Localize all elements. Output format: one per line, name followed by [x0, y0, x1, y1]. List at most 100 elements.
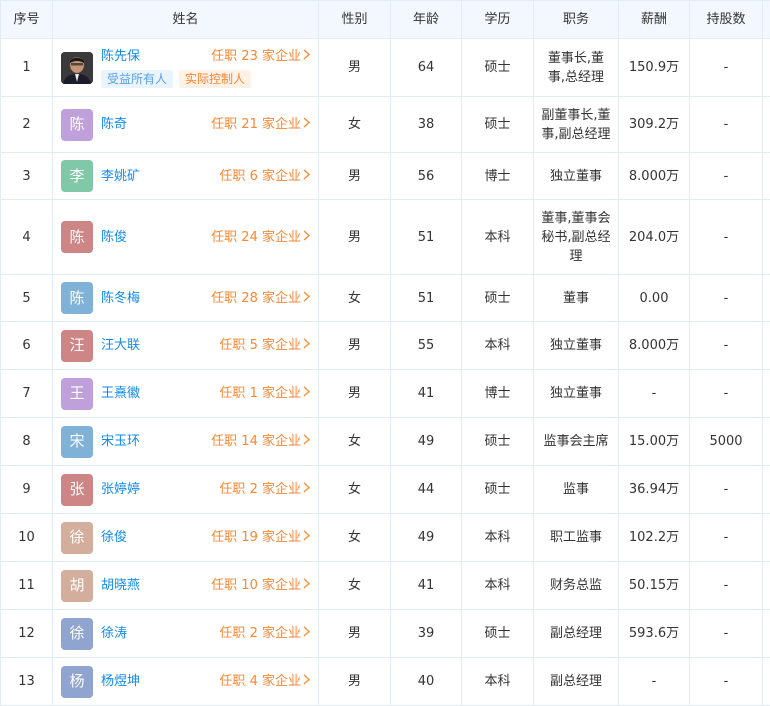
person-name-link[interactable]: 汪大联	[101, 336, 140, 355]
person-name-link[interactable]: 陈先保	[101, 47, 140, 66]
avatar[interactable]: 汪	[61, 330, 93, 362]
avatar[interactable]: 陈	[61, 109, 93, 141]
avatar[interactable]: 杨	[61, 666, 93, 698]
avatar[interactable]: 王	[61, 378, 93, 410]
cell-gender: 女	[319, 514, 391, 562]
jobs-count: 4	[250, 674, 258, 689]
positions-link[interactable]: 任职 1 家企业	[219, 384, 310, 403]
table-row: 13 杨 杨煜坤 任职 4 家企业 男 40 本科 副总经理 - -	[1, 658, 770, 706]
cell-shares: -	[690, 562, 763, 610]
person-name-link[interactable]: 王熹徽	[101, 384, 140, 403]
cell-no: 1	[1, 39, 53, 97]
table-row: 1 陈先保 任职 23 家企业 受益所有人实际控制人 男 64 硕士 董事长,董…	[1, 39, 770, 97]
positions-link[interactable]: 任职 14 家企业	[211, 432, 310, 451]
cell-education: 本科	[462, 322, 534, 370]
jobs-suffix: 家企业	[262, 482, 301, 497]
avatar[interactable]: 李	[61, 160, 93, 192]
header-age: 年龄	[391, 1, 462, 39]
table-row: 12 徐 徐涛 任职 2 家企业 男 39 硕士 副总经理 593.6万 -	[1, 610, 770, 658]
cell-gender: 男	[319, 39, 391, 97]
jobs-suffix: 家企业	[262, 338, 301, 353]
jobs-prefix: 任职	[211, 291, 237, 306]
positions-link[interactable]: 任职 2 家企业	[219, 624, 310, 643]
jobs-suffix: 家企业	[262, 291, 301, 306]
cell-education: 硕士	[462, 97, 534, 153]
cell-name: 杨 杨煜坤 任职 4 家企业	[53, 658, 319, 706]
cell-extra	[763, 275, 770, 322]
positions-link[interactable]: 任职 23 家企业	[211, 47, 310, 66]
cell-age: 38	[391, 97, 462, 153]
avatar[interactable]: 张	[61, 474, 93, 506]
cell-age: 41	[391, 562, 462, 610]
tag-badge[interactable]: 实际控制人	[179, 70, 251, 88]
cell-gender: 女	[319, 418, 391, 466]
jobs-count: 10	[241, 578, 258, 593]
cell-gender: 男	[319, 322, 391, 370]
avatar-photo[interactable]	[61, 52, 93, 84]
person-name-link[interactable]: 杨煜坤	[101, 672, 140, 691]
positions-link[interactable]: 任职 24 家企业	[211, 228, 310, 247]
cell-extra	[763, 658, 770, 706]
cell-gender: 男	[319, 370, 391, 418]
avatar[interactable]: 徐	[61, 522, 93, 554]
chevron-right-icon	[303, 115, 310, 134]
cell-salary: -	[619, 370, 690, 418]
cell-salary: 8.000万	[619, 153, 690, 200]
cell-no: 13	[1, 658, 53, 706]
tag-badge[interactable]: 受益所有人	[101, 70, 173, 88]
cell-age: 49	[391, 514, 462, 562]
cell-salary: 8.000万	[619, 322, 690, 370]
chevron-right-icon	[303, 432, 310, 451]
avatar[interactable]: 胡	[61, 570, 93, 602]
cell-position: 监事会主席	[534, 418, 619, 466]
cell-age: 55	[391, 322, 462, 370]
person-name-link[interactable]: 陈俊	[101, 228, 127, 247]
person-name-link[interactable]: 徐涛	[101, 624, 127, 643]
cell-extra	[763, 466, 770, 514]
cell-position: 副董事长,董事,副总经理	[534, 97, 619, 153]
positions-link[interactable]: 任职 4 家企业	[219, 672, 310, 691]
cell-age: 51	[391, 275, 462, 322]
cell-age: 51	[391, 200, 462, 275]
cell-name: 陈 陈奇 任职 21 家企业	[53, 97, 319, 153]
cell-shares: -	[690, 610, 763, 658]
table-row: 3 李 李姚矿 任职 6 家企业 男 56 博士 独立董事 8.000万 -	[1, 153, 770, 200]
positions-link[interactable]: 任职 28 家企业	[211, 289, 310, 308]
jobs-count: 23	[241, 49, 258, 64]
positions-link[interactable]: 任职 19 家企业	[211, 528, 310, 547]
cell-age: 56	[391, 153, 462, 200]
positions-link[interactable]: 任职 2 家企业	[219, 480, 310, 499]
person-name-link[interactable]: 陈冬梅	[101, 289, 140, 308]
cell-name: 陈先保 任职 23 家企业 受益所有人实际控制人	[53, 39, 319, 97]
cell-gender: 女	[319, 466, 391, 514]
person-name-link[interactable]: 徐俊	[101, 528, 127, 547]
avatar[interactable]: 宋	[61, 426, 93, 458]
cell-no: 7	[1, 370, 53, 418]
positions-link[interactable]: 任职 10 家企业	[211, 576, 310, 595]
cell-no: 8	[1, 418, 53, 466]
jobs-suffix: 家企业	[262, 169, 301, 184]
person-name-link[interactable]: 张婷婷	[101, 480, 140, 499]
avatar[interactable]: 陈	[61, 282, 93, 314]
positions-link[interactable]: 任职 6 家企业	[219, 167, 310, 186]
positions-link[interactable]: 任职 5 家企业	[219, 336, 310, 355]
person-name-link[interactable]: 李姚矿	[101, 167, 140, 186]
avatar[interactable]: 徐	[61, 618, 93, 650]
cell-shares: -	[690, 322, 763, 370]
jobs-prefix: 任职	[219, 169, 245, 184]
jobs-prefix: 任职	[219, 386, 245, 401]
header-education: 学历	[462, 1, 534, 39]
cell-salary: 150.9万	[619, 39, 690, 97]
jobs-suffix: 家企业	[262, 626, 301, 641]
chevron-right-icon	[303, 480, 310, 499]
table-row: 4 陈 陈俊 任职 24 家企业 男 51 本科 董事,董事会秘书,副总经理 2…	[1, 200, 770, 275]
person-name-link[interactable]: 宋玉环	[101, 432, 140, 451]
cell-name: 徐 徐俊 任职 19 家企业	[53, 514, 319, 562]
jobs-suffix: 家企业	[262, 674, 301, 689]
person-name-link[interactable]: 胡晓燕	[101, 576, 140, 595]
positions-link[interactable]: 任职 21 家企业	[211, 115, 310, 134]
header-shares: 持股数	[690, 1, 763, 39]
avatar[interactable]: 陈	[61, 221, 93, 253]
jobs-suffix: 家企业	[262, 230, 301, 245]
person-name-link[interactable]: 陈奇	[101, 115, 127, 134]
